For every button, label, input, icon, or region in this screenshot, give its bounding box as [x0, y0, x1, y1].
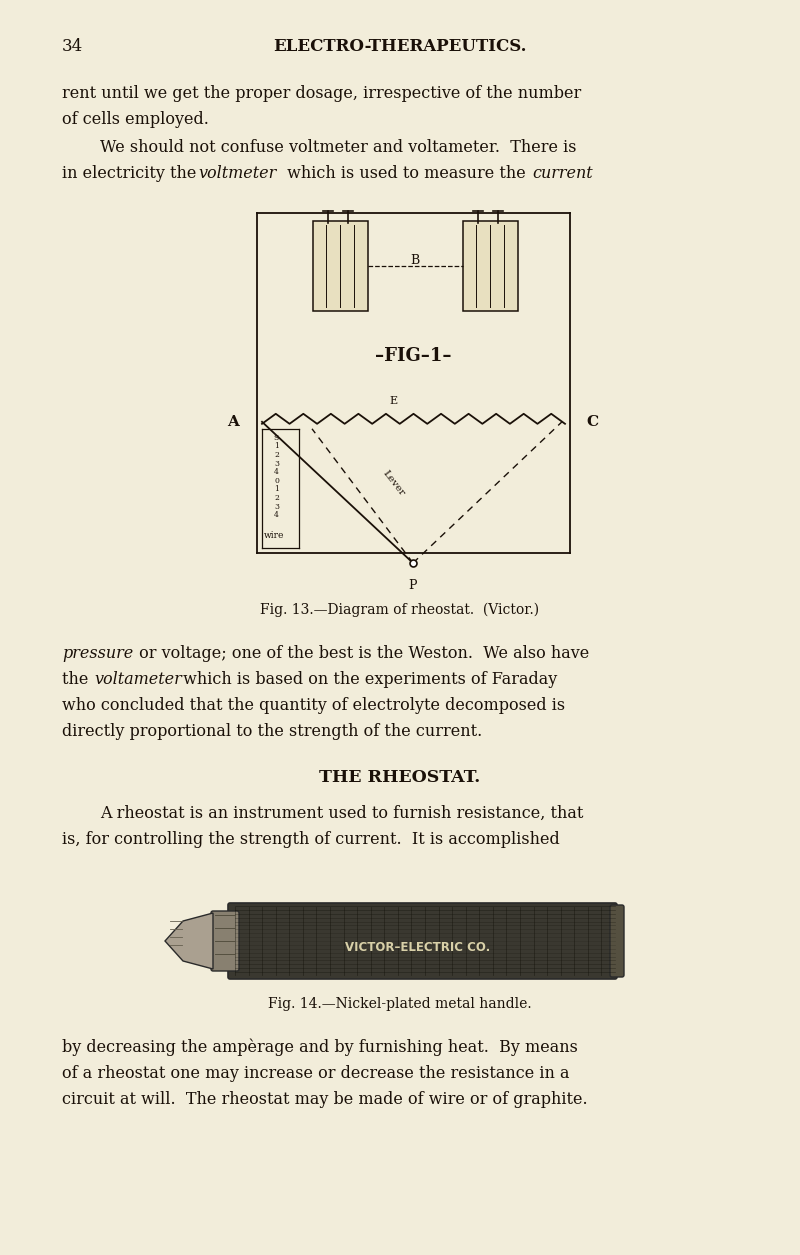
Text: or voltage; one of the best is the Weston.  We also have: or voltage; one of the best is the Westo… — [134, 645, 590, 661]
FancyBboxPatch shape — [228, 904, 617, 979]
Text: S
1
2
3
4
0
1
2
3
4: S 1 2 3 4 0 1 2 3 4 — [274, 434, 279, 520]
Text: E: E — [390, 395, 398, 405]
Text: who concluded that the quantity of electrolyte decomposed is: who concluded that the quantity of elect… — [62, 697, 565, 714]
Text: of a rheostat one may increase or decrease the resistance in a: of a rheostat one may increase or decrea… — [62, 1065, 570, 1082]
FancyBboxPatch shape — [610, 905, 624, 976]
Text: by decreasing the ampèrage and by furnishing heat.  By means: by decreasing the ampèrage and by furnis… — [62, 1039, 578, 1057]
Text: current: current — [532, 164, 593, 182]
Text: wire: wire — [264, 531, 284, 540]
FancyBboxPatch shape — [211, 911, 239, 971]
Bar — [462, 221, 518, 311]
Text: –FIG–1–: –FIG–1– — [375, 346, 452, 365]
Text: C: C — [586, 415, 598, 429]
Text: of cells employed.: of cells employed. — [62, 110, 209, 128]
Text: voltameter: voltameter — [94, 671, 182, 688]
Text: B: B — [410, 254, 420, 267]
Polygon shape — [165, 912, 213, 969]
Text: THE RHEOSTAT.: THE RHEOSTAT. — [319, 769, 481, 786]
Text: voltmeter: voltmeter — [198, 164, 276, 182]
Text: A rheostat is an instrument used to furnish resistance, that: A rheostat is an instrument used to furn… — [100, 804, 583, 822]
Text: which is used to measure the: which is used to measure the — [282, 164, 531, 182]
Text: in electricity the: in electricity the — [62, 164, 202, 182]
Text: We should not confuse voltmeter and voltameter.  There is: We should not confuse voltmeter and volt… — [100, 139, 577, 156]
Text: Fig. 14.—Nickel-plated metal handle.: Fig. 14.—Nickel-plated metal handle. — [268, 996, 532, 1012]
Text: the: the — [62, 671, 94, 688]
Text: which is based on the experiments of Faraday: which is based on the experiments of Far… — [178, 671, 558, 688]
Text: VICTOR–ELECTRIC CO.: VICTOR–ELECTRIC CO. — [345, 940, 490, 954]
Text: Lever: Lever — [381, 469, 406, 498]
Text: P: P — [409, 579, 418, 592]
Text: is, for controlling the strength of current.  It is accomplished: is, for controlling the strength of curr… — [62, 831, 560, 848]
Text: rent until we get the proper dosage, irrespective of the number: rent until we get the proper dosage, irr… — [62, 85, 582, 102]
Text: A: A — [227, 415, 239, 429]
Text: directly proportional to the strength of the current.: directly proportional to the strength of… — [62, 723, 482, 740]
Text: ELECTRO-THERAPEUTICS.: ELECTRO-THERAPEUTICS. — [274, 38, 526, 55]
Text: Fig. 13.—Diagram of rheostat.  (Victor.): Fig. 13.—Diagram of rheostat. (Victor.) — [261, 602, 539, 617]
Text: pressure: pressure — [62, 645, 134, 661]
Bar — [313, 221, 367, 311]
Text: 34: 34 — [62, 38, 83, 55]
Text: circuit at will.  The rheostat may be made of wire or of graphite.: circuit at will. The rheostat may be mad… — [62, 1091, 588, 1108]
